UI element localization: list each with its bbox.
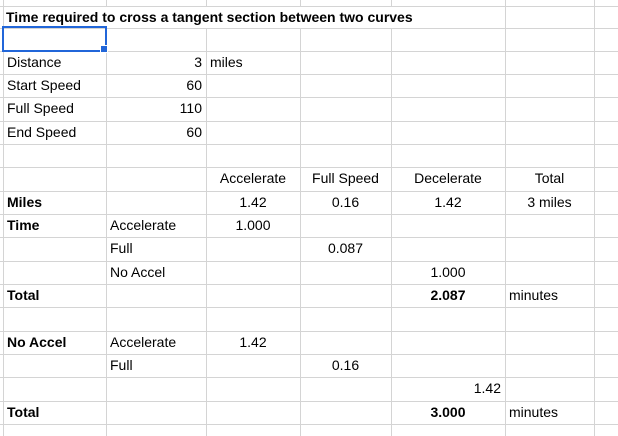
header-total[interactable]: Total bbox=[534, 170, 565, 186]
cell-no-accel-total-label[interactable]: Total bbox=[7, 404, 40, 420]
gridline bbox=[0, 261, 618, 262]
gridline bbox=[0, 237, 618, 238]
gridline bbox=[206, 0, 207, 6]
gridline bbox=[0, 28, 618, 29]
header-accelerate[interactable]: Accelerate bbox=[219, 170, 287, 186]
cell-no-accel-decelerate-value[interactable]: 1.42 bbox=[473, 380, 501, 396]
header-decelerate[interactable]: Decelerate bbox=[414, 170, 482, 186]
header-full-speed[interactable]: Full Speed bbox=[312, 170, 379, 186]
gridline bbox=[0, 51, 618, 52]
cell-no-accel-accelerate-label[interactable]: Accelerate bbox=[110, 334, 177, 350]
gridline bbox=[300, 0, 301, 6]
gridline bbox=[0, 354, 618, 355]
cell-distance-label[interactable]: Distance bbox=[7, 54, 62, 70]
gridline bbox=[594, 0, 595, 436]
cell-no-accel-full-label[interactable]: Full bbox=[110, 357, 133, 373]
gridline bbox=[391, 0, 392, 6]
cell-full-speed-label[interactable]: Full Speed bbox=[7, 100, 74, 116]
cell-miles-total[interactable]: 3 miles bbox=[527, 194, 572, 210]
cell-start-speed-label[interactable]: Start Speed bbox=[7, 77, 81, 93]
gridline bbox=[0, 6, 618, 7]
cell-miles-accelerate[interactable]: 1.42 bbox=[239, 194, 267, 210]
gridline bbox=[0, 401, 618, 402]
cell-start-speed-value[interactable]: 60 bbox=[186, 77, 202, 93]
gridline bbox=[505, 0, 506, 436]
gridline bbox=[0, 74, 618, 75]
cell-time-full-value[interactable]: 0.087 bbox=[327, 240, 364, 256]
cell-time-total-label[interactable]: Total bbox=[7, 287, 40, 303]
gridline bbox=[0, 307, 618, 308]
cell-distance-value[interactable]: 3 bbox=[194, 54, 202, 70]
gridline bbox=[0, 214, 618, 215]
fill-handle[interactable] bbox=[101, 46, 107, 52]
gridline bbox=[0, 121, 618, 122]
gridline bbox=[0, 424, 618, 425]
gridline bbox=[0, 331, 618, 332]
gridline bbox=[300, 28, 301, 436]
cell-miles-full-speed[interactable]: 0.16 bbox=[331, 194, 360, 210]
selected-cell[interactable] bbox=[2, 26, 107, 52]
cell-time-total-unit[interactable]: minutes bbox=[509, 287, 559, 303]
cell-end-speed-label[interactable]: End Speed bbox=[7, 124, 77, 140]
gridline bbox=[0, 97, 618, 98]
cell-no-accel-accelerate-value[interactable]: 1.42 bbox=[239, 334, 267, 350]
cell-time-no-accel-label[interactable]: No Accel bbox=[110, 264, 166, 280]
cell-time-no-accel-value[interactable]: 1.000 bbox=[430, 264, 466, 280]
gridline bbox=[0, 144, 618, 145]
cell-time-label[interactable]: Time bbox=[7, 217, 40, 233]
cell-miles-label[interactable]: Miles bbox=[7, 194, 43, 210]
cell-no-accel-label[interactable]: No Accel bbox=[7, 334, 67, 350]
cell-no-accel-full-value[interactable]: 0.16 bbox=[331, 357, 360, 373]
gridline bbox=[3, 0, 4, 436]
cell-miles-decelerate[interactable]: 1.42 bbox=[434, 194, 462, 210]
cell-no-accel-total-value[interactable]: 3.000 bbox=[430, 404, 466, 420]
cell-end-speed-value[interactable]: 60 bbox=[186, 124, 202, 140]
cell-time-total-value[interactable]: 2.087 bbox=[430, 287, 466, 303]
cell-time-accelerate-label[interactable]: Accelerate bbox=[110, 217, 177, 233]
gridline bbox=[0, 167, 618, 168]
gridline bbox=[106, 28, 107, 436]
gridline bbox=[106, 0, 107, 6]
cell-time-accelerate-value[interactable]: 1.000 bbox=[235, 217, 271, 233]
gridline bbox=[391, 28, 392, 436]
sheet-title-cell[interactable]: Time required to cross a tangent section… bbox=[6, 9, 413, 25]
gridline bbox=[0, 377, 618, 378]
gridline bbox=[0, 284, 618, 285]
cell-no-accel-total-unit[interactable]: minutes bbox=[509, 404, 559, 420]
cell-full-speed-value[interactable]: 110 bbox=[179, 100, 202, 116]
gridline bbox=[0, 191, 618, 192]
cell-time-full-label[interactable]: Full bbox=[110, 240, 133, 256]
cell-distance-unit[interactable]: miles bbox=[210, 54, 243, 70]
gridline bbox=[206, 28, 207, 436]
